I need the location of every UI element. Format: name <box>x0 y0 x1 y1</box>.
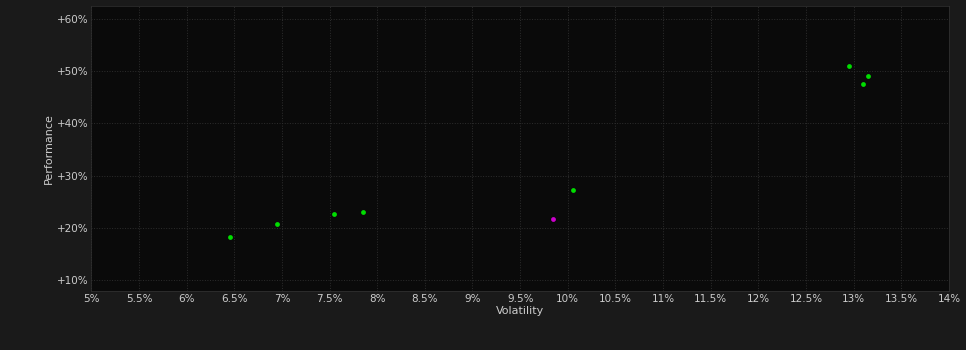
Y-axis label: Performance: Performance <box>44 113 54 184</box>
Point <box>565 188 581 193</box>
Point <box>270 221 285 227</box>
Point <box>856 81 871 87</box>
Point <box>860 74 875 79</box>
Point <box>546 216 561 222</box>
Point <box>327 212 342 217</box>
Point <box>355 210 371 215</box>
Point <box>222 235 238 240</box>
X-axis label: Volatility: Volatility <box>496 307 544 316</box>
Point <box>841 63 857 69</box>
